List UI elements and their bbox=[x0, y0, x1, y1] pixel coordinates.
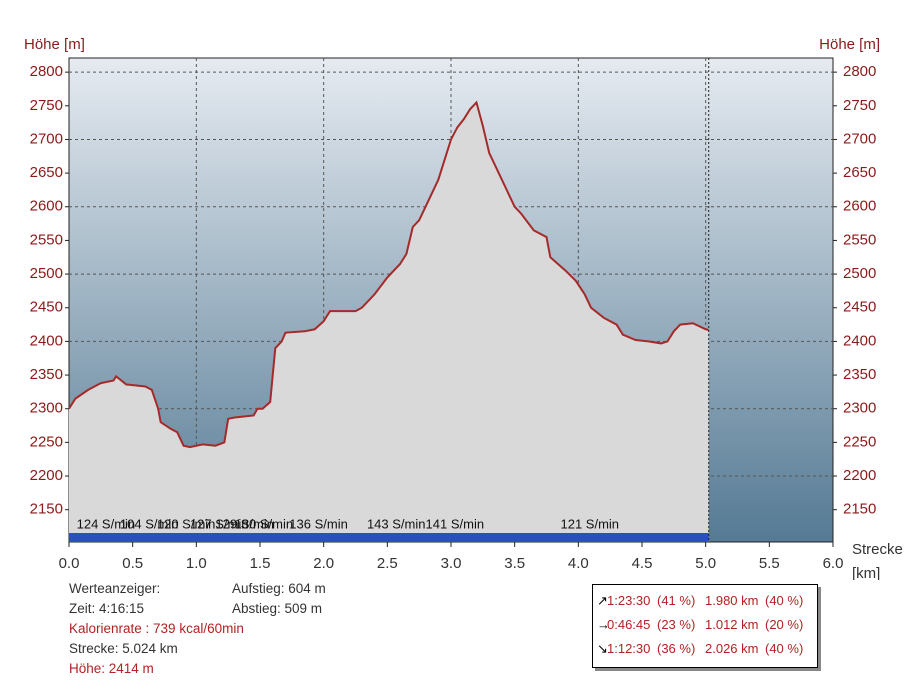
y-tick-label: 2400 bbox=[30, 332, 63, 349]
x-tick-label: 3.0 bbox=[441, 555, 462, 572]
y-tick-label: 2350 bbox=[30, 366, 63, 383]
cadence-label: 104 S/min bbox=[120, 516, 179, 531]
summary-cell: (40 %) bbox=[765, 593, 804, 608]
x-label: Strecke bbox=[852, 541, 903, 558]
x-tick-label: 2.0 bbox=[313, 555, 334, 572]
cadence-label: 120 S/min bbox=[157, 516, 216, 531]
track-bar bbox=[69, 533, 709, 542]
cadence-label: 124 S/min bbox=[77, 516, 136, 531]
x-tick-label: 5.0 bbox=[695, 555, 716, 572]
y-tick-label: 2700 bbox=[843, 130, 876, 147]
cadence-label: 129 S/min bbox=[215, 516, 274, 531]
x-tick-label: 5.5 bbox=[759, 555, 780, 572]
summary-row: ↗1:23:30 (41 %) 1.980 km (40 %) bbox=[597, 591, 815, 611]
y-tick-label: 2800 bbox=[30, 63, 63, 80]
y-tick-label: 2400 bbox=[843, 332, 876, 349]
y-tick-label: 2500 bbox=[30, 265, 63, 282]
info-line: Kalorienrate : 739 kcal/60min bbox=[69, 621, 244, 636]
y-tick-label: 2600 bbox=[843, 198, 876, 215]
y-tick-label: 2550 bbox=[843, 231, 876, 248]
summary-cell: 1.980 km bbox=[705, 593, 759, 608]
x-tick-label: 6.0 bbox=[823, 555, 844, 572]
chart: Höhe [m] Höhe [m] Strecke [km] 124 S/min… bbox=[24, 36, 903, 580]
y-tick-label: 2750 bbox=[30, 97, 63, 114]
summary-cell: (23 %) bbox=[657, 617, 696, 632]
summary-row: →0:46:45 (23 %) 1.012 km (20 %) bbox=[597, 615, 815, 635]
y-tick-label: 2300 bbox=[30, 400, 63, 417]
y-tick-label: 2550 bbox=[30, 231, 63, 248]
cadence-label: 136 S/min bbox=[289, 516, 348, 531]
y-tick-label: 2350 bbox=[843, 366, 876, 383]
info-line: Zeit: 4:16:15 bbox=[69, 601, 145, 616]
summary-cell: 1:23:30 bbox=[607, 593, 651, 608]
x-tick-label: 4.0 bbox=[568, 555, 589, 572]
y-tick-label: 2150 bbox=[843, 501, 876, 518]
x-unit: [km] bbox=[852, 565, 880, 580]
summary-cell: (41 %) bbox=[657, 593, 696, 608]
y-tick-label: 2700 bbox=[30, 130, 63, 147]
info-line: Strecke: 5.024 km bbox=[69, 641, 178, 656]
area bbox=[69, 102, 709, 542]
x-tick-label: 1.5 bbox=[250, 555, 271, 572]
summary-cell: ↗ bbox=[597, 593, 607, 608]
summary-row: ↘1:12:30 (36 %) 2.026 km (40 %) bbox=[597, 639, 815, 659]
y-tick-label: 2200 bbox=[30, 467, 63, 484]
y-tick-label: 2150 bbox=[30, 501, 63, 518]
y-tick-label: 2500 bbox=[843, 265, 876, 282]
y-tick-label: 2250 bbox=[30, 433, 63, 450]
summary-cell: 0:46:45 bbox=[607, 617, 651, 632]
y-tick-label: 2800 bbox=[843, 63, 876, 80]
summary-cell: 1.012 km bbox=[705, 617, 759, 632]
cadence-label: 121 S/min bbox=[561, 516, 620, 531]
info-line: Höhe: 2414 m bbox=[69, 661, 154, 676]
y-tick-label: 2450 bbox=[843, 299, 876, 316]
y-tick-label: 2600 bbox=[30, 198, 63, 215]
info-line: Aufstieg: 604 m bbox=[232, 581, 326, 596]
info-line: Werteanzeiger: bbox=[69, 581, 161, 596]
y-tick-label: 2750 bbox=[843, 97, 876, 114]
line bbox=[68, 100, 709, 449]
summary-cell: → bbox=[597, 617, 607, 632]
x-tick-label: 1.0 bbox=[186, 555, 207, 572]
summary-cell: ↘ bbox=[597, 641, 607, 656]
x-tick-label: 0.0 bbox=[59, 555, 80, 572]
y-tick-label: 2650 bbox=[30, 164, 63, 181]
x-tick-label: 3.5 bbox=[504, 555, 525, 572]
cadence-label: 141 S/min bbox=[426, 516, 485, 531]
y-tick-label: 2450 bbox=[30, 299, 63, 316]
y-tick-label: 2200 bbox=[843, 467, 876, 484]
x-tick-label: 4.5 bbox=[632, 555, 653, 572]
y-tick-label: 2300 bbox=[843, 400, 876, 417]
y-tick-label: 2650 bbox=[843, 164, 876, 181]
info-line: Abstieg: 509 m bbox=[232, 601, 323, 616]
x-tick-label: 0.5 bbox=[122, 555, 143, 572]
summary-cell: (36 %) bbox=[657, 641, 696, 656]
info-left: Werteanzeiger: Zeit: 4:16:15 Kalorienrate … bbox=[69, 579, 244, 679]
summary-box: ↗1:23:30 (41 %) 1.980 km (40 %) →0:46:45 (23 … bbox=[592, 584, 818, 668]
cadence-label: 127 S/min bbox=[190, 516, 249, 531]
y-tick-label: 2250 bbox=[843, 433, 876, 450]
info-right: Aufstieg: 604 m Abstieg: 509 m bbox=[232, 579, 326, 619]
y-label-right: Höhe [m] bbox=[819, 36, 880, 53]
summary-cell: 1:12:30 bbox=[607, 641, 651, 656]
y-label-left: Höhe [m] bbox=[24, 36, 85, 53]
x-tick-label: 2.5 bbox=[377, 555, 398, 572]
summary-cell: 2.026 km bbox=[705, 641, 759, 656]
summary-cell: (40 %) bbox=[765, 641, 804, 656]
cadence-label: 130 S/min bbox=[235, 516, 294, 531]
cadence-label: 143 S/min bbox=[367, 516, 426, 531]
summary-cell: (20 %) bbox=[765, 617, 804, 632]
